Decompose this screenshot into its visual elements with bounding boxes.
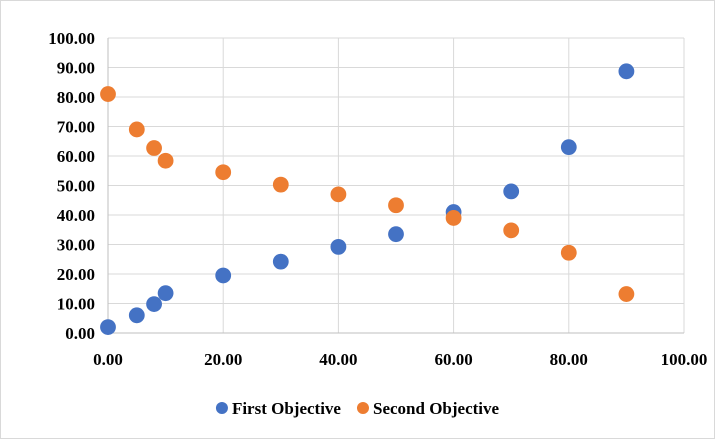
y-tick-label: 10.00 bbox=[57, 295, 95, 314]
y-tick-label: 60.00 bbox=[57, 147, 95, 166]
x-tick-label: 40.00 bbox=[319, 350, 357, 369]
x-tick-label: 80.00 bbox=[550, 350, 588, 369]
first-objective-point bbox=[503, 183, 520, 200]
first-objective-point bbox=[215, 267, 232, 284]
first-objective-point bbox=[330, 238, 347, 255]
y-tick-label: 40.00 bbox=[57, 206, 95, 225]
second-objective-point bbox=[100, 86, 116, 102]
y-tick-label: 70.00 bbox=[57, 118, 95, 137]
second-objective-point bbox=[560, 244, 577, 261]
first-objective-point bbox=[157, 285, 174, 302]
second-objective-point bbox=[157, 152, 174, 169]
first-objective-point bbox=[100, 319, 116, 336]
y-tick-label: 80.00 bbox=[57, 88, 95, 107]
y-tick-label: 90.00 bbox=[57, 59, 95, 78]
y-tick-label: 0.00 bbox=[65, 324, 95, 343]
second-objective-point bbox=[146, 140, 162, 156]
x-tick-label: 20.00 bbox=[204, 350, 242, 369]
second-objective-point bbox=[445, 210, 462, 226]
legend: First Objective Second Objective bbox=[215, 399, 500, 418]
y-tick-label: 30.00 bbox=[57, 236, 95, 255]
gridlines bbox=[108, 37, 685, 333]
x-tick-label: 60.00 bbox=[434, 350, 472, 369]
y-tick-label: 50.00 bbox=[57, 177, 95, 196]
first-objective-point bbox=[272, 253, 289, 270]
second-objective-point bbox=[330, 186, 347, 203]
y-tick-label: 20.00 bbox=[57, 265, 95, 284]
second-objective-point bbox=[128, 121, 145, 138]
second-objective-point bbox=[272, 176, 289, 193]
first-objective-point bbox=[128, 307, 145, 324]
first-objective-point bbox=[388, 226, 404, 243]
first-objective-point bbox=[618, 63, 635, 80]
x-tick-label: 100.00 bbox=[661, 350, 708, 369]
x-tick-label: 0.00 bbox=[93, 350, 123, 369]
second-objective-point bbox=[388, 197, 404, 214]
y-tick-labels: 0.00 10.00 20.00 30.00 40.00 50.00 60.00 70.00 8… bbox=[48, 29, 95, 343]
y-tick-label: 100.00 bbox=[48, 29, 95, 48]
legend-marker-first-objective bbox=[215, 402, 228, 414]
legend-marker-second-objective bbox=[356, 402, 369, 414]
second-objective-point bbox=[503, 222, 520, 239]
legend-label-second-objective: Second Objective bbox=[373, 399, 500, 418]
first-objective-point bbox=[146, 296, 162, 312]
legend-label-first-objective: First Objective bbox=[232, 399, 341, 418]
first-objective-point bbox=[560, 139, 577, 156]
data-points bbox=[100, 63, 635, 336]
x-tick-labels: 0.00 20.00 40.00 60.00 80.00 100.00 bbox=[93, 350, 707, 369]
second-objective-point bbox=[618, 286, 635, 302]
second-objective-point bbox=[215, 164, 232, 181]
